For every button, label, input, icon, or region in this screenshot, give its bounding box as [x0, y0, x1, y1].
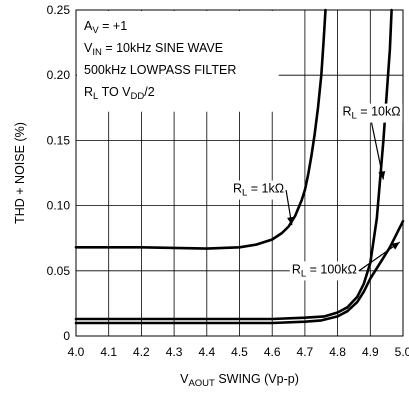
condition-line: RL TO VDD/2	[84, 85, 155, 102]
x-axis-title: VAOUT SWING (Vp-p)	[180, 372, 299, 389]
series-line-0	[74, 8, 327, 250]
tick-labels: 4.0 4.1 4.2 4.3 4.4 4.5 4.6 4.7 4.8 4.9 5.0 0 0.05 0.…	[47, 3, 409, 359]
y-tick-label: 0.05	[47, 264, 71, 278]
x-tick-label: 5.0	[395, 345, 409, 359]
x-tick-label: 4.9	[362, 345, 379, 359]
x-tick-label: 4.4	[198, 345, 215, 359]
y-axis-title: THD + NOISE (%)	[13, 122, 27, 224]
annotation-arrow-line	[358, 241, 401, 272]
annotation-arrow-head	[378, 170, 386, 180]
axis-titles: VAOUT SWING (Vp-p) THD + NOISE (%)	[13, 122, 299, 389]
x-tick-label: 4.8	[329, 345, 346, 359]
x-tick-label: 4.5	[231, 345, 248, 359]
series-label-background	[340, 103, 403, 123]
plot-frame	[75, 9, 404, 337]
x-tick-label: 4.7	[297, 345, 314, 359]
x-tick-label: 4.3	[166, 345, 183, 359]
y-tick-label: 0.15	[47, 133, 71, 147]
test-conditions-box: AV = +1 VIN = 10kHz SINE WAVE 500kHz LOWPA…	[77, 11, 279, 112]
y-tick-label: 0.25	[47, 3, 71, 17]
y-tick-label: 0	[63, 329, 70, 343]
condition-line: AV = +1	[84, 19, 127, 36]
series-annotations: RL = 1kΩ RL = 10kΩ RL = 100kΩ	[230, 103, 403, 281]
series-label-background	[289, 261, 359, 281]
x-tick-label: 4.1	[100, 345, 117, 359]
annotation-arrow-line	[370, 122, 384, 180]
y-tick-label: 0.10	[47, 199, 71, 213]
conditions-background	[77, 11, 279, 112]
condition-line: VIN = 10kHz SINE WAVE	[84, 41, 223, 58]
annotation-arrow-head	[391, 242, 400, 250]
x-tick-label: 4.2	[133, 345, 150, 359]
series-label: RL = 10kΩ	[343, 105, 401, 122]
condition-line: 500kHz LOWPASS FILTER	[84, 63, 236, 77]
series-label-background	[230, 180, 287, 200]
series-line-2	[74, 219, 405, 325]
x-tick-label: 4.6	[264, 345, 281, 359]
annotation-arrow-head	[287, 216, 294, 226]
y-tick-label: 0.20	[47, 68, 71, 82]
series-label: RL = 100kΩ	[292, 262, 357, 279]
series-label: RL = 1kΩ	[233, 182, 284, 199]
plot-border	[75, 9, 404, 337]
x-tick-label: 4.0	[68, 345, 85, 359]
